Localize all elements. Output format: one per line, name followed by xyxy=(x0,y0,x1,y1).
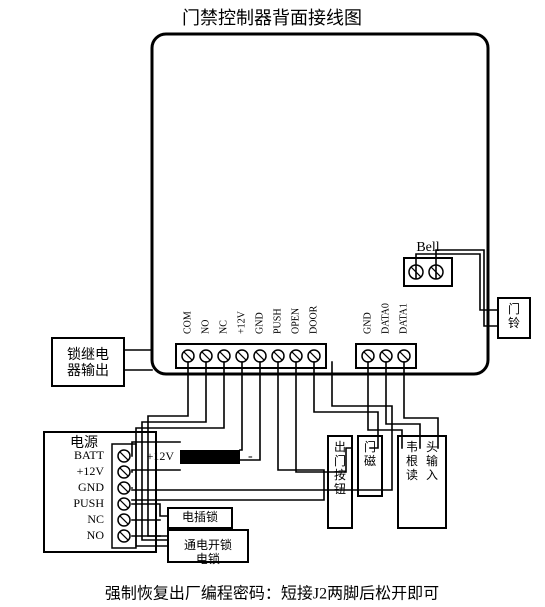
bell-button-box-label: 门铃 xyxy=(508,301,520,330)
wiring-diagram: 门禁控制器背面接线图BellCOMNONC+12VGNDPUSHOPENDOOR… xyxy=(0,0,545,607)
power-row-push: PUSH xyxy=(73,496,104,510)
data-pin-label-data1: DATA1 xyxy=(398,303,409,334)
diagram-title: 门禁控制器背面接线图 xyxy=(182,8,362,28)
wire-19 xyxy=(132,504,168,516)
wires xyxy=(124,250,498,546)
power-row-gnd: GND xyxy=(78,480,104,494)
wiegand-box-label1: 韦根读 xyxy=(406,440,418,482)
data-pin-label-gnd: GND xyxy=(362,312,373,334)
power-row-batt: BATT xyxy=(74,448,105,462)
relay-label: 锁继电器输出 xyxy=(67,347,109,379)
main-pin-label-+12v: +12V xyxy=(236,310,247,334)
wire-6 xyxy=(240,362,260,460)
elock-box-label: 电插锁 xyxy=(182,509,218,524)
wiegand-box-label2: 头输入 xyxy=(426,440,438,482)
main-pin-label-gnd: GND xyxy=(254,312,265,334)
main-pin-label-com: COM xyxy=(182,311,193,334)
wire-14 xyxy=(416,254,498,310)
data-pin-label-data0: DATA0 xyxy=(380,303,391,334)
main-pin-label-nc: NC xyxy=(218,320,229,334)
footer-note: 强制恢复出厂编程密码：短接J2两脚后松开即可 xyxy=(105,585,439,603)
power-row-no: NO xyxy=(87,528,105,542)
psu-plus: +12V xyxy=(147,449,175,463)
power-row-nc: NC xyxy=(87,512,104,526)
main-pin-label-no: NO xyxy=(200,320,211,334)
power-row-+12v: +12V xyxy=(77,464,105,478)
door-magnet-box-label: 门磁 xyxy=(364,439,376,468)
exit-button-box-label: 出门按钮 xyxy=(334,440,346,496)
main-pin-label-door: DOOR xyxy=(308,305,319,334)
main-pin-label-open: OPEN xyxy=(290,308,301,334)
main-terminal xyxy=(176,344,326,368)
main-pin-label-push: PUSH xyxy=(272,308,283,334)
psu-minus: - xyxy=(248,449,253,464)
psu-module xyxy=(180,450,240,464)
